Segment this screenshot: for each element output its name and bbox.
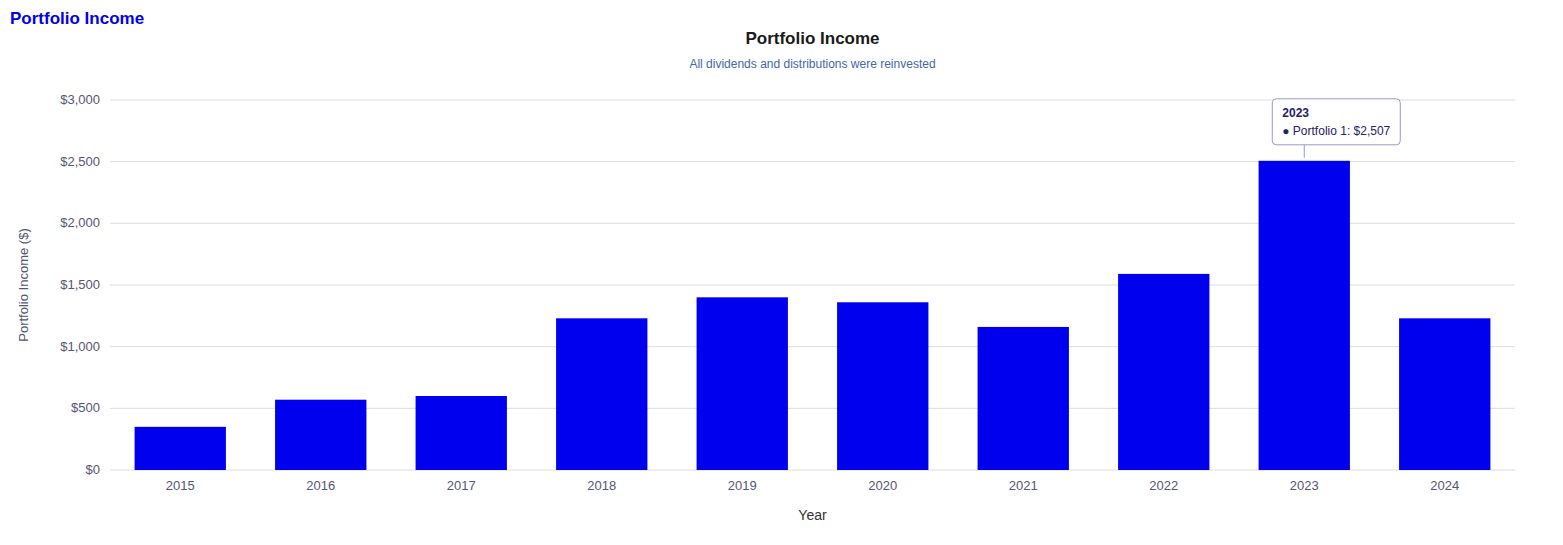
bar [135,427,226,470]
subtitle: All dividends and distributions were rei… [689,57,935,71]
y-tick-label: $0 [86,462,100,477]
x-tick-label: 2019 [728,478,757,493]
x-tick-label: 2020 [868,478,897,493]
tooltip: 2023 ● Portfolio 1: $2,507 [1272,99,1400,158]
y-tick-label: $1,500 [60,277,100,292]
grid [110,100,1515,470]
bar [978,327,1069,470]
y-tick-label: $1,000 [60,339,100,354]
bars [135,161,1491,470]
x-tick-label: 2023 [1290,478,1319,493]
bar [837,302,928,470]
y-tick-label: $2,000 [60,215,100,230]
tooltip-title: 2023 [1282,106,1309,120]
x-axis-label: Year [798,507,827,523]
x-tick-label: 2022 [1149,478,1178,493]
bar [275,400,366,470]
y-tick-label: $500 [71,400,100,415]
header: Portfolio Income [10,9,144,28]
y-axis-label: Portfolio Income ($) [16,228,31,341]
title: Portfolio Income [745,29,879,48]
background [0,0,1563,545]
chart-container: Portfolio Income Portfolio Income All divi… [0,0,1563,545]
x-tick-label: 2021 [1009,478,1038,493]
bar [1399,318,1490,470]
tooltip-box [1272,99,1400,145]
bar [1259,161,1350,470]
bar [1118,274,1209,470]
x-tick-label: 2017 [447,478,476,493]
x-tick-label: 2024 [1430,478,1459,493]
x-tick-label: 2018 [587,478,616,493]
tooltip-connector [1304,145,1305,158]
x-tick-label: 2015 [166,478,195,493]
tooltip-text: ● Portfolio 1: $2,507 [1282,124,1390,138]
y-tick-label: $2,500 [60,154,100,169]
x-tick-label: 2016 [306,478,335,493]
y-tick-label: $3,000 [60,92,100,107]
chart: Portfolio Income Portfolio Income All divi… [0,0,1563,545]
bar [556,318,647,470]
bar [697,297,788,470]
bar [416,396,507,470]
